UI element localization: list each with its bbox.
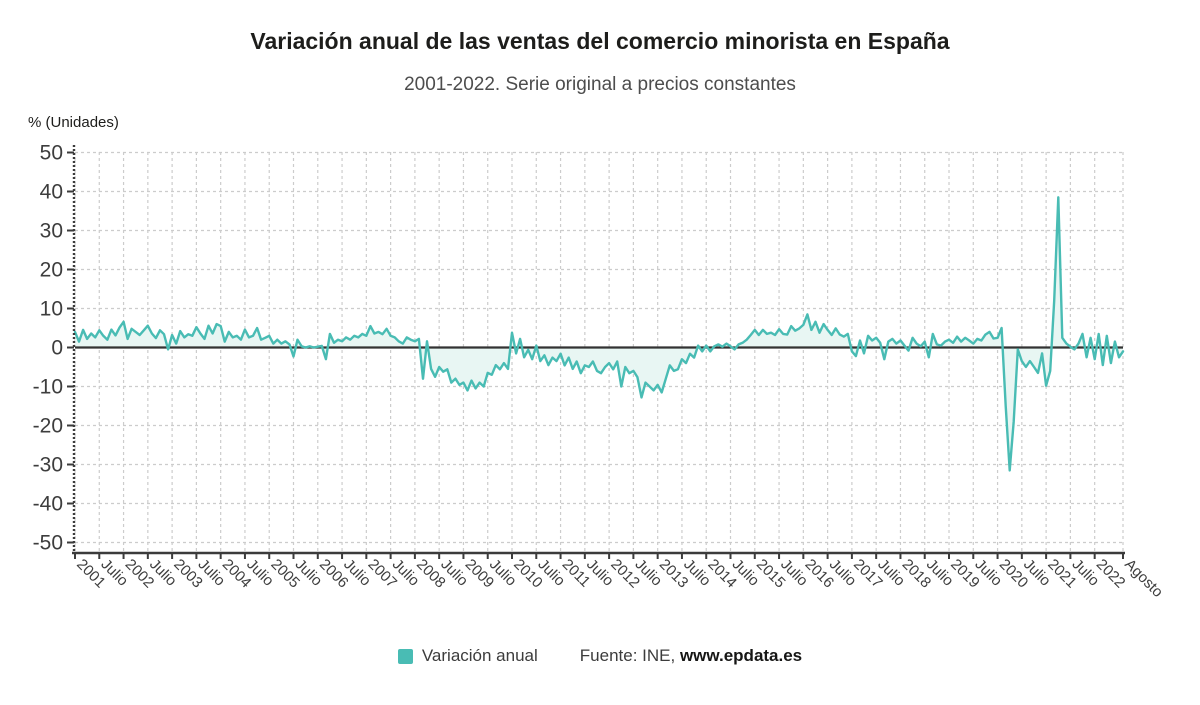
series-area (75, 197, 1123, 471)
x-axis-tick-label: Julio (583, 556, 617, 590)
y-axis-tick-label: -50 (33, 532, 63, 555)
y-axis-tick-label: 50 (40, 142, 63, 165)
y-axis-tick-label: 40 (40, 181, 63, 204)
chart-subtitle: 2001-2022. Serie original a precios cons… (404, 74, 796, 95)
y-axis-tick-label: 10 (40, 298, 63, 321)
y-axis-tick-label: 0 (51, 337, 63, 360)
source-prefix: Fuente: INE, (579, 646, 676, 665)
chart-title: Variación anual de las ventas del comerc… (250, 28, 950, 54)
y-axis-tick-label: 20 (40, 259, 63, 282)
y-axis-unit-label: % (Unidades) (28, 114, 119, 131)
source-text: Fuente: INE, www.epdata.es (580, 646, 802, 666)
series-line (73, 196, 1125, 472)
legend: Variación anual Fuente: INE, www.epdata.… (0, 646, 1200, 666)
y-axis-tick-label: -30 (33, 454, 63, 477)
legend-swatch-icon (397, 648, 413, 664)
y-axis-tick-label: 30 (40, 220, 63, 243)
y-axis-tick-label: -20 (33, 415, 63, 438)
legend-label: Variación anual (421, 646, 538, 665)
source-link[interactable]: www.epdata.es (679, 646, 803, 665)
y-axis-tick-label: -40 (33, 493, 63, 516)
y-axis-tick-label: -10 (33, 376, 63, 399)
